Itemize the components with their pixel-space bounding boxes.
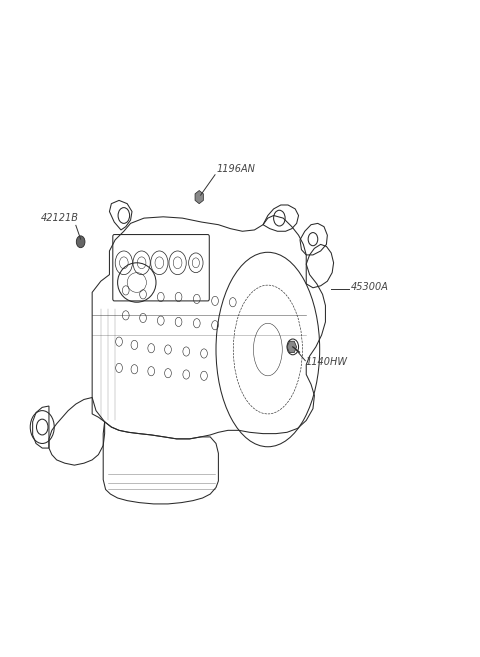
- Circle shape: [76, 236, 85, 248]
- Text: 42121B: 42121B: [41, 214, 79, 223]
- Text: 1196AN: 1196AN: [217, 164, 256, 174]
- Text: 45300A: 45300A: [350, 282, 388, 292]
- Text: 1140HW: 1140HW: [305, 357, 348, 367]
- Polygon shape: [195, 191, 204, 204]
- Polygon shape: [287, 341, 297, 353]
